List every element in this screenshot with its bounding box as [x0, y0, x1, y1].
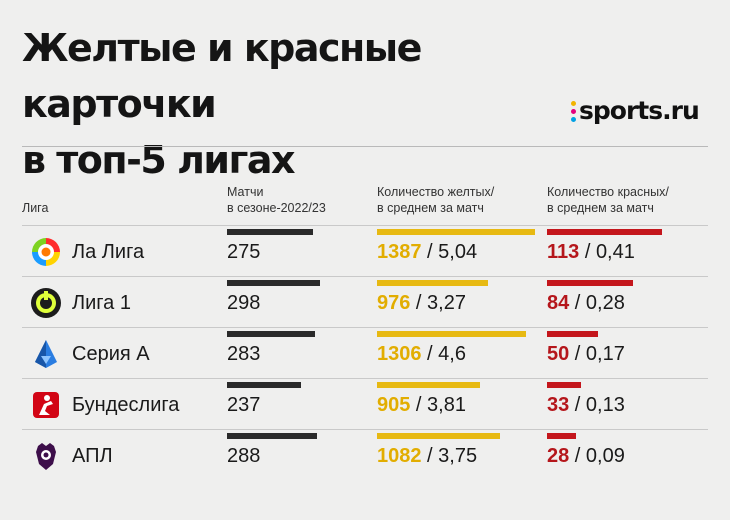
yellow-cards-bar [377, 229, 535, 235]
yellow-total: 1082 [377, 445, 422, 467]
yellow-average: 5,04 [438, 241, 478, 263]
red-cards-value: 50 / 0,17 [547, 343, 625, 365]
yellow-total: 976 [377, 292, 411, 314]
red-cards-value: 84 / 0,28 [547, 292, 625, 314]
ligue1-logo-icon [31, 288, 61, 318]
header-matches-line1: Матчи [227, 185, 264, 199]
red-cards-bar [547, 229, 662, 235]
matches-value: 237 [227, 394, 261, 416]
yellow-cards-value: 976 / 3,27 [377, 292, 466, 314]
header-red-line1: Количество красных/ [547, 185, 669, 199]
yellow-cards-value: 1082 / 3,75 [377, 445, 478, 467]
row-divider [22, 429, 708, 430]
matches-bar [227, 229, 313, 235]
table-row: Бундеслига 237 905 / 3,81 33 / 0,13 [0, 379, 730, 431]
matches-value: 275 [227, 241, 261, 263]
matches-bar [227, 280, 320, 286]
row-divider [22, 378, 708, 379]
yellow-total: 1387 [377, 241, 422, 263]
league-name: АПЛ [72, 445, 113, 467]
red-average: 0,41 [595, 241, 635, 263]
yellow-total: 905 [377, 394, 411, 416]
red-cards-bar [547, 382, 581, 388]
league-name: Серия А [72, 343, 150, 365]
header-matches-line2: в сезоне-2022/23 [227, 201, 326, 215]
header-yellow-line2: в среднем за матч [377, 201, 484, 215]
yellow-cards-bar [377, 433, 501, 439]
yellow-cards-bar [377, 382, 481, 388]
red-cards-bar [547, 280, 633, 286]
table-row: Ла Лига 275 1387 / 5,04 113 / 0,41 [0, 226, 730, 278]
header-matches: Матчи в сезоне-2022/23 [227, 184, 326, 216]
league-name: Бундеслига [72, 394, 180, 416]
red-cards-value: 28 / 0,09 [547, 445, 625, 467]
yellow-total: 1306 [377, 343, 422, 365]
red-cards-value: 33 / 0,13 [547, 394, 625, 416]
brand-text: sports.ru [579, 95, 700, 125]
red-cards-value: 113 / 0,41 [547, 241, 635, 263]
yellow-average: 3,81 [427, 394, 466, 416]
red-average: 0,17 [585, 343, 625, 365]
header-yellow: Количество желтых/ в среднем за матч [377, 184, 494, 216]
matches-value: 283 [227, 343, 261, 365]
yellow-cards-bar [377, 280, 489, 286]
table-row: АПЛ 288 1082 / 3,75 28 / 0,09 [0, 430, 730, 482]
yellow-cards-value: 1306 / 4,6 [377, 343, 466, 365]
matches-bar [227, 433, 317, 439]
matches-bar [227, 331, 316, 337]
yellow-average: 3,27 [427, 292, 466, 314]
matches-value: 298 [227, 292, 261, 314]
sports-ru-logo: sports.ru [571, 92, 700, 128]
red-cards-bar [547, 433, 576, 439]
title-line-2: в топ-5 лигах [22, 138, 296, 182]
red-total: 28 [547, 445, 570, 467]
red-total: 84 [547, 292, 570, 314]
bundesliga-logo-icon [33, 392, 59, 418]
laliga-logo-icon [32, 238, 60, 266]
seriea-logo-icon [35, 340, 57, 368]
premier-league-logo-icon [36, 443, 56, 470]
matches-value: 288 [227, 445, 261, 467]
red-total: 50 [547, 343, 570, 365]
title-line-1: Желтые и красные карточки [22, 26, 422, 126]
header-red-line2: в среднем за матч [547, 201, 654, 215]
row-divider [22, 225, 708, 226]
row-divider [22, 327, 708, 328]
table-row: Лига 1 298 976 / 3,27 84 / 0,28 [0, 277, 730, 329]
yellow-average: 4,6 [438, 343, 466, 365]
title-divider [22, 146, 708, 147]
yellow-cards-bar [377, 331, 526, 337]
league-name: Лига 1 [72, 292, 131, 314]
header-league: Лига [22, 201, 49, 215]
matches-bar [227, 382, 301, 388]
red-average: 0,09 [585, 445, 625, 467]
league-name: Ла Лига [72, 241, 145, 263]
header-yellow-line1: Количество желтых/ [377, 185, 495, 199]
table-row: Серия А 283 1306 / 4,6 50 / 0,17 [0, 328, 730, 380]
header-red: Количество красных/ в среднем за матч [547, 184, 669, 216]
yellow-average: 3,75 [438, 445, 478, 467]
red-average: 0,13 [585, 394, 625, 416]
chart-title: Желтые и красные карточки в топ-5 лигах [22, 20, 602, 188]
red-total: 113 [547, 241, 580, 263]
red-average: 0,28 [585, 292, 625, 314]
yellow-cards-value: 905 / 3,81 [377, 394, 466, 416]
red-cards-bar [547, 331, 598, 337]
red-total: 33 [547, 394, 570, 416]
logo-dots-icon [571, 100, 576, 122]
yellow-cards-value: 1387 / 5,04 [377, 241, 478, 263]
row-divider [22, 276, 708, 277]
